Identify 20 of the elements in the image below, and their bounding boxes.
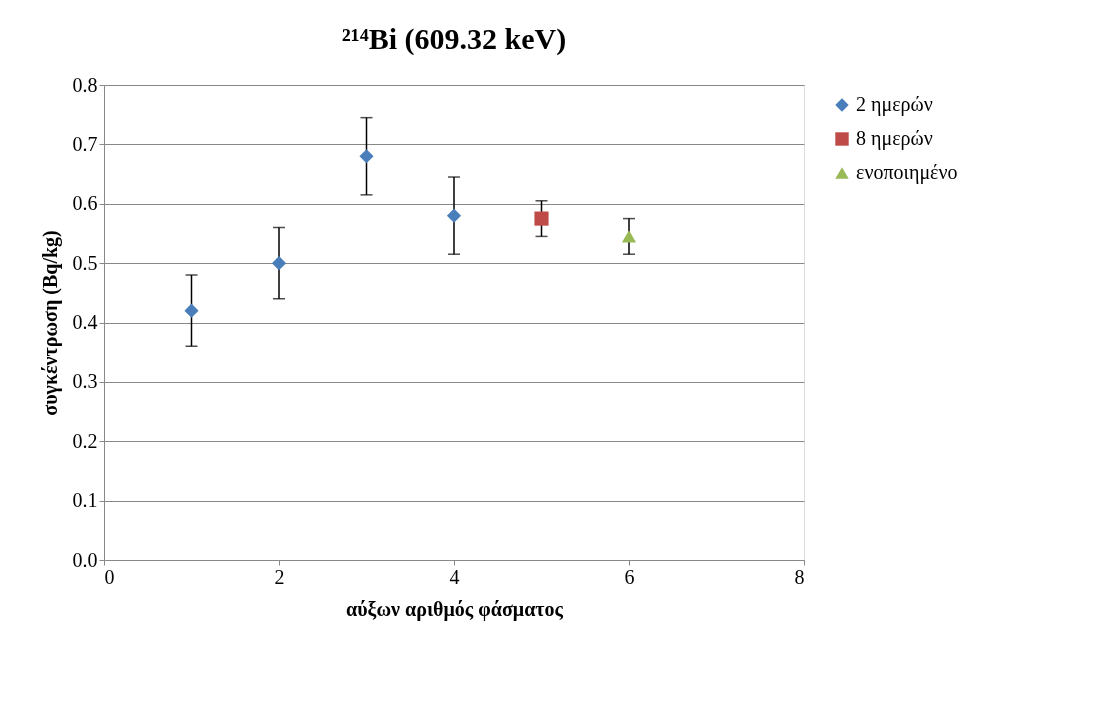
y-tick-label: 0.2	[72, 429, 98, 452]
y-tick-label: 0.6	[72, 192, 98, 215]
x-axis-title: αύξων αριθμός φάσματος	[346, 597, 564, 621]
y-tick-label: 0.3	[72, 370, 98, 393]
y-tick-label: 0.7	[72, 132, 98, 155]
y-tick-label: 0.8	[72, 73, 98, 96]
x-tick-label: 4	[449, 565, 460, 588]
y-tick-label: 0.4	[72, 311, 98, 333]
legend-label: 8 ημερών	[856, 127, 933, 150]
y-axis-title: συγκέντρωση (Bq/kg)	[38, 230, 62, 416]
x-tick-label: 6	[624, 565, 635, 588]
legend-label: ενοποιημένο	[856, 161, 958, 184]
chart-title: ²¹⁴Bi (609.32 keV)	[341, 22, 567, 56]
x-tick-label: 0	[104, 565, 115, 588]
legend-label: 2 ημερών	[856, 93, 933, 116]
y-tick-label: 0.1	[72, 489, 98, 512]
x-tick-label: 8	[794, 565, 805, 588]
y-tick-label: 0.5	[72, 251, 98, 274]
x-tick-label: 2	[274, 565, 285, 588]
y-tick-label: 0.0	[72, 548, 98, 571]
